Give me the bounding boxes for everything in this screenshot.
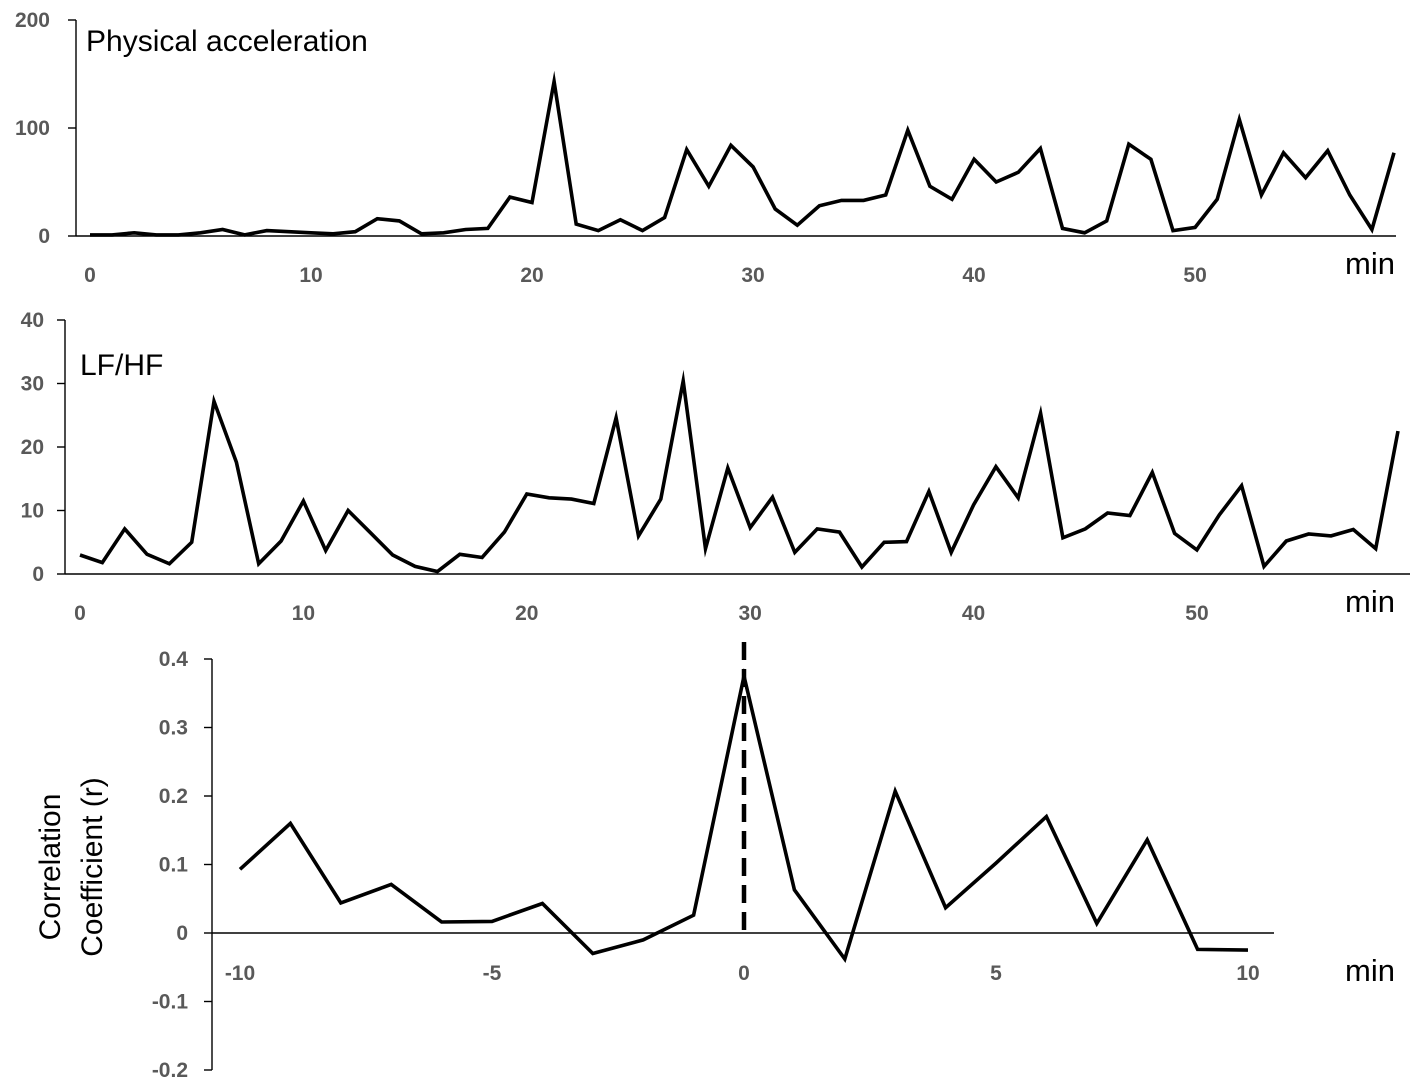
acceleration-x-tick-label: 0 xyxy=(84,264,96,287)
correlation-y-tick-label: 0.3 xyxy=(159,717,188,740)
lfhf-title: LF/HF xyxy=(80,349,163,382)
correlation-y-tick-label: -0.1 xyxy=(152,991,189,1014)
lfhf-panel: LF/HF min 0 10 20 30 40 0 10 20 30 40 50 xyxy=(21,309,1410,625)
acceleration-y-tick-label: 100 xyxy=(15,117,50,140)
lfhf-x-tick-label: 40 xyxy=(962,602,985,625)
lfhf-x-tick-label: 10 xyxy=(292,602,315,625)
lfhf-x-tick-label: 20 xyxy=(515,602,538,625)
correlation-y-tick-label: 0.1 xyxy=(159,854,189,877)
correlation-x-tick-label: -5 xyxy=(483,962,502,985)
acceleration-x-tick-label: 40 xyxy=(962,264,985,287)
correlation-x-unit: min xyxy=(1345,953,1395,988)
lfhf-series-line xyxy=(79,369,1400,574)
correlation-y-label-line-1: Correlation xyxy=(34,794,67,941)
lfhf-y-tick-label: 0 xyxy=(32,563,44,586)
acceleration-y-tick-label: 0 xyxy=(38,225,50,248)
correlation-x-tick-label: 5 xyxy=(990,962,1002,985)
correlation-x-tick-label: 0 xyxy=(738,962,750,985)
correlation-y-tick-label: -0.2 xyxy=(152,1059,188,1082)
acceleration-x-tick-label: 50 xyxy=(1183,264,1206,287)
acceleration-series-line xyxy=(90,70,1396,237)
correlation-y-tick-label: 0.4 xyxy=(159,648,189,671)
correlation-panel: Correlation Coefficient (r) min -0.2 -0.1… xyxy=(34,642,1395,1082)
lfhf-y-tick-label: 20 xyxy=(21,436,44,459)
acceleration-x-tick-label: 20 xyxy=(520,264,543,287)
correlation-y-tick-label: 0.2 xyxy=(159,785,188,808)
acceleration-x-tick-label: 30 xyxy=(741,264,764,287)
acceleration-y-tick-label: 200 xyxy=(15,9,50,32)
correlation-y-label-line-2: Coefficient (r) xyxy=(76,777,109,957)
lfhf-y-tick-label: 10 xyxy=(21,500,44,523)
lfhf-x-tick-label: 0 xyxy=(74,602,86,625)
acceleration-x-unit: min xyxy=(1345,246,1395,281)
lfhf-x-unit: min xyxy=(1345,584,1395,619)
lfhf-x-tick-label: 30 xyxy=(738,602,761,625)
lfhf-y-tick-label: 40 xyxy=(21,309,44,332)
acceleration-title: Physical acceleration xyxy=(86,25,368,58)
correlation-y-tick-label: 0 xyxy=(176,922,188,945)
lfhf-y-tick-label: 30 xyxy=(21,373,44,396)
correlation-series-line xyxy=(238,667,1249,963)
lfhf-x-tick-label: 50 xyxy=(1185,602,1208,625)
acceleration-panel: Physical acceleration min 0 100 200 0 10 20 30… xyxy=(15,9,1396,287)
correlation-x-tick-label: -10 xyxy=(225,962,255,985)
correlation-x-tick-label: 10 xyxy=(1236,962,1259,985)
acceleration-x-tick-label: 10 xyxy=(299,264,322,287)
